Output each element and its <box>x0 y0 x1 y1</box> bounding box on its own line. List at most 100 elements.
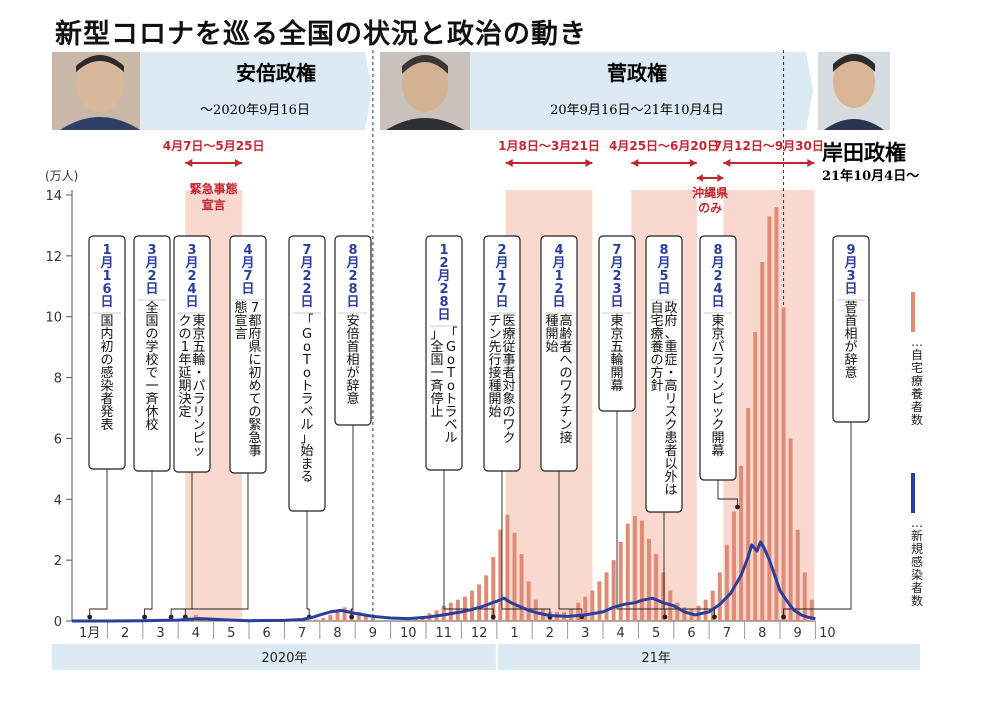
svg-text:国: 国 <box>100 314 113 329</box>
svg-text:o: o <box>303 340 311 355</box>
svg-text:め: め <box>248 379 261 394</box>
svg-text:倍: 倍 <box>346 327 359 342</box>
svg-text:定: 定 <box>178 405 191 420</box>
svg-text:月: 月 <box>99 256 113 271</box>
home-care-bar <box>809 599 814 621</box>
svg-text:開: 開 <box>711 431 724 446</box>
home-care-bar <box>647 538 652 621</box>
svg-text:月: 月 <box>656 256 670 271</box>
svg-text:数: 数 <box>911 412 923 427</box>
svg-text:ル: ル <box>444 431 457 446</box>
svg-text:月: 月 <box>299 256 313 271</box>
svg-text:ク: ク <box>559 392 572 407</box>
home-care-bar <box>746 408 751 621</box>
svg-text:新: 新 <box>911 528 923 543</box>
svg-text:ワ: ワ <box>502 418 515 433</box>
svg-text:リ: リ <box>664 392 677 407</box>
svg-text:」: 」 <box>430 327 443 342</box>
year-label-2021: 21年 <box>641 651 671 666</box>
svg-text:1: 1 <box>497 269 506 284</box>
svg-text:4: 4 <box>187 282 196 297</box>
svg-text:者: 者 <box>502 366 515 381</box>
svg-text:「: 「 <box>444 327 457 342</box>
x-tick-label: 8 <box>758 626 766 641</box>
event-anchor-dot <box>712 614 717 620</box>
svg-text:校: 校 <box>145 417 158 433</box>
svg-text:ベ: ベ <box>300 405 313 420</box>
svg-text:は: は <box>664 483 677 498</box>
event-callouts: 1月16日国内初の感染者発表3月2日全国の学校で一斉休校3月24日東京五輪・パラ… <box>88 235 870 513</box>
svg-text:日: 日 <box>241 282 254 297</box>
svg-text:意: 意 <box>844 365 857 381</box>
svg-text:…: … <box>911 516 923 530</box>
svg-text:o: o <box>447 379 455 394</box>
svg-text:以: 以 <box>664 457 677 472</box>
year-band-bg <box>52 644 920 670</box>
svg-text:校: 校 <box>145 352 158 368</box>
home-care-bar <box>526 581 531 621</box>
event-leader <box>144 471 153 617</box>
svg-text:月: 月 <box>609 256 623 271</box>
svg-text:の: の <box>650 353 663 368</box>
svg-text:高: 高 <box>559 313 572 329</box>
svg-text:府: 府 <box>664 314 677 329</box>
x-tick-label: 7 <box>723 626 731 641</box>
home-care-bar <box>413 618 418 621</box>
home-care-bar <box>682 607 687 621</box>
svg-text:五: 五 <box>610 340 623 355</box>
svg-text:ン: ン <box>711 379 724 394</box>
home-care-bar <box>314 619 319 621</box>
svg-text:発: 発 <box>100 405 113 420</box>
x-tick-label: 10 <box>819 626 836 641</box>
event-leader <box>558 471 583 617</box>
svg-text:感: 感 <box>100 365 113 381</box>
svg-text:T: T <box>446 366 455 381</box>
era-banner-abe: 安倍政権 ～2020年9月16日 <box>52 52 372 130</box>
svg-text:日: 日 <box>711 295 724 310</box>
svg-text:3: 3 <box>187 243 196 258</box>
event-anchor-dot <box>490 614 496 620</box>
svg-text:ラ: ラ <box>444 405 457 420</box>
svg-text:の: の <box>100 353 113 368</box>
svg-text:輪: 輪 <box>610 352 623 368</box>
svg-text:月: 月 <box>710 256 724 271</box>
svg-text:、: 、 <box>664 327 677 342</box>
arrow-head <box>185 159 193 167</box>
svg-text:G: G <box>446 340 456 355</box>
svg-text:で: で <box>145 366 158 381</box>
svg-text:者: 者 <box>664 444 677 459</box>
x-tick-label: 6 <box>263 626 271 641</box>
home-care-bar <box>505 514 510 621</box>
svg-text:始: 始 <box>300 444 313 459</box>
x-tick-label: 5 <box>227 626 235 641</box>
svg-text:全: 全 <box>430 339 443 355</box>
svg-text:首: 首 <box>844 314 857 329</box>
y-tick-label: 10 <box>45 311 62 326</box>
svg-text:が: が <box>844 340 857 355</box>
svg-text:ト: ト <box>444 392 457 407</box>
home-care-bar <box>356 611 361 621</box>
svg-text:月: 月 <box>843 256 857 271</box>
svg-text:2: 2 <box>612 269 621 284</box>
svg-text:態: 態 <box>234 300 247 316</box>
svg-text:月: 月 <box>436 269 450 284</box>
y-tick-label: 6 <box>54 432 62 447</box>
svg-text:ッ: ッ <box>192 444 205 459</box>
svg-text:リ: リ <box>711 366 724 381</box>
home-care-bar <box>675 602 680 621</box>
home-care-bar <box>512 532 517 621</box>
